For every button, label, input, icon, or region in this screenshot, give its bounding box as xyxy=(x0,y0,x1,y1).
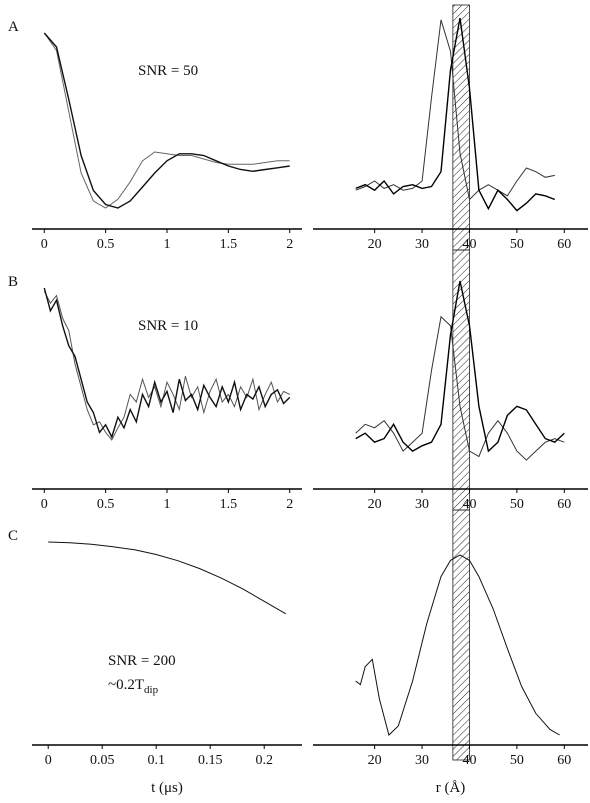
x-tick-label: 30 xyxy=(415,237,429,252)
data-line xyxy=(355,280,565,453)
x-tick-label: 0 xyxy=(41,237,48,252)
x-tick-label: 50 xyxy=(510,497,524,512)
x-tick-label: 0 xyxy=(41,497,48,512)
x-tick-label: 2 xyxy=(286,237,293,252)
data-line xyxy=(43,32,290,209)
x-tick-label: 60 xyxy=(557,237,571,252)
x-tick-label: 1.5 xyxy=(220,497,238,512)
data-line xyxy=(48,541,287,615)
x-tick-label: 0 xyxy=(45,753,52,768)
panel-label: A xyxy=(8,19,19,35)
x-tick-label: 0.5 xyxy=(97,237,115,252)
panel-label: C xyxy=(8,528,18,544)
data-line xyxy=(43,290,290,441)
panel-label: B xyxy=(8,274,18,290)
x-axis-label: t (μs) xyxy=(151,780,183,796)
data-line xyxy=(355,554,560,736)
x-tick-label: 0.1 xyxy=(147,753,165,768)
x-tick-label: 20 xyxy=(368,237,382,252)
x-tick-label: 50 xyxy=(510,237,524,252)
x-tick-label: 0.5 xyxy=(97,497,115,512)
x-tick-label: 20 xyxy=(368,497,382,512)
x-tick-label: 60 xyxy=(557,497,571,512)
annotation-sub: dip xyxy=(144,684,159,696)
x-tick-label: 0.05 xyxy=(90,753,115,768)
x-tick-label: 0.2 xyxy=(255,753,273,768)
x-tick-label: 30 xyxy=(415,753,429,768)
annotation: SNR = 50 xyxy=(138,63,198,79)
annotation: ~0.2Tdip xyxy=(108,677,159,696)
x-tick-label: 0.15 xyxy=(198,753,223,768)
shaded-band xyxy=(452,509,470,761)
data-line xyxy=(43,32,290,209)
x-tick-label: 20 xyxy=(368,753,382,768)
x-tick-label: 40 xyxy=(462,753,476,768)
x-tick-label: 1 xyxy=(164,237,171,252)
x-tick-label: 30 xyxy=(415,497,429,512)
x-tick-label: 1.5 xyxy=(220,237,238,252)
x-tick-label: 40 xyxy=(462,237,476,252)
data-line xyxy=(355,17,556,212)
x-tick-label: 2 xyxy=(286,497,293,512)
annotation: SNR = 200 xyxy=(108,653,176,669)
annotation-text: ~0.2T xyxy=(108,677,144,693)
x-tick-label: 60 xyxy=(557,753,571,768)
annotation: SNR = 10 xyxy=(138,318,198,334)
x-tick-label: 1 xyxy=(164,497,171,512)
data-line xyxy=(43,287,291,439)
x-tick-label: 40 xyxy=(462,497,476,512)
x-axis-label: r (Å) xyxy=(436,780,466,796)
x-tick-label: 50 xyxy=(510,753,524,768)
